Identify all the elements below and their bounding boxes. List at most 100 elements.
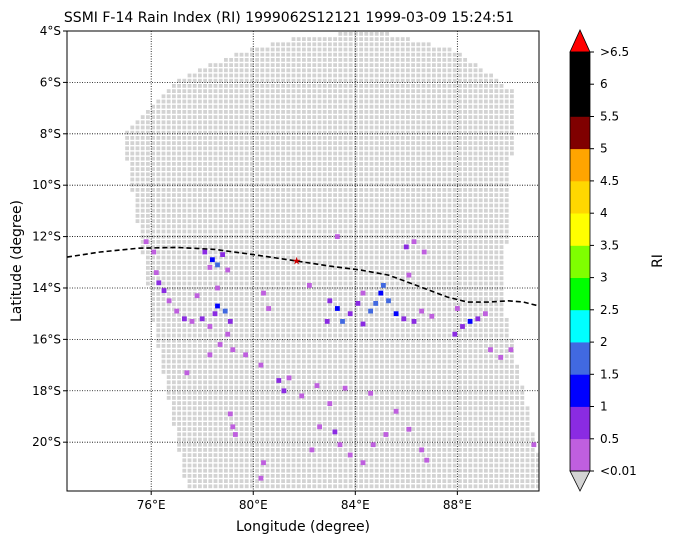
swath-footprint: [520, 385, 525, 390]
swath-footprint: [484, 214, 488, 218]
swath-footprint: [322, 115, 327, 119]
swath-footprint: [218, 385, 223, 390]
swath-footprint: [229, 307, 233, 312]
swath-footprint: [250, 380, 254, 385]
swath-footprint: [244, 73, 249, 78]
swath-footprint: [473, 156, 478, 161]
swath-footprint: [146, 146, 150, 151]
swath-footprint: [359, 47, 363, 52]
swath-footprint: [229, 312, 233, 317]
swath-footprint: [416, 416, 421, 421]
swath-footprint: [234, 229, 239, 234]
swath-footprint: [250, 245, 254, 249]
swath-footprint: [328, 224, 332, 229]
swath-footprint: [468, 89, 473, 93]
swath-footprint: [390, 125, 395, 130]
swath-footprint: [437, 411, 441, 416]
swath-footprint: [338, 136, 343, 140]
swath-footprint: [234, 110, 239, 114]
swath-footprint: [322, 63, 327, 67]
swath-footprint: [489, 411, 493, 416]
swath-footprint: [406, 182, 410, 187]
swath-footprint: [156, 266, 161, 270]
swath-footprint: [380, 120, 384, 125]
swath-footprint: [244, 266, 249, 270]
swath-footprint: [255, 276, 259, 281]
swath-footprint: [348, 136, 353, 140]
swath-footprint: [312, 297, 317, 301]
swath-footprint: [229, 110, 233, 114]
swath-footprint: [369, 260, 374, 265]
swath-footprint: [187, 141, 192, 145]
swath-footprint: [411, 390, 415, 395]
swath-footprint: [244, 390, 249, 395]
swath-footprint: [281, 266, 285, 270]
swath-footprint: [395, 338, 400, 343]
swath-footprint: [192, 276, 197, 281]
swath-footprint: [291, 188, 296, 192]
swath-footprint: [125, 156, 129, 161]
swath-footprint: [385, 68, 389, 73]
swath-footprint: [468, 370, 473, 374]
swath-footprint: [270, 167, 275, 171]
swath-footprint: [291, 390, 296, 395]
swath-footprint: [343, 110, 348, 114]
swath-footprint: [161, 141, 166, 145]
swath-footprint: [317, 172, 322, 177]
swath-footprint: [239, 245, 244, 249]
swath-footprint: [489, 338, 493, 343]
swath-footprint: [406, 177, 410, 182]
swath-footprint: [411, 203, 415, 208]
swath-footprint: [478, 188, 483, 192]
swath-footprint: [312, 172, 317, 177]
swath-footprint: [161, 198, 166, 203]
swath-footprint: [255, 406, 259, 411]
swath-footprint: [478, 286, 483, 291]
swath-footprint: [307, 104, 311, 109]
swath-footprint: [302, 245, 306, 249]
swath-footprint: [400, 312, 405, 317]
swath-footprint: [182, 411, 187, 416]
swath-footprint: [390, 104, 395, 109]
swath-footprint: [244, 312, 249, 317]
swath-footprint: [494, 292, 499, 296]
swath-footprint: [374, 130, 379, 135]
swath-footprint: [286, 208, 291, 213]
swath-footprint: [260, 276, 265, 281]
swath-footprint: [260, 73, 265, 78]
swath-footprint: [343, 396, 348, 400]
swath-footprint: [473, 266, 478, 270]
swath-footprint: [270, 416, 275, 421]
swath-footprint: [416, 260, 421, 265]
swath-footprint: [166, 333, 171, 338]
swath-footprint: [270, 385, 275, 390]
swath-footprint: [177, 141, 181, 145]
swath-footprint: [510, 141, 514, 145]
swath-footprint: [239, 162, 244, 166]
swath-footprint: [406, 68, 410, 73]
swath-footprint: [192, 380, 197, 385]
swath-footprint: [187, 208, 192, 213]
swath-footprint: [146, 177, 150, 182]
swath-footprint: [203, 177, 207, 182]
swath-footprint: [302, 110, 306, 114]
swath-footprint: [317, 260, 322, 265]
swath-footprint: [244, 177, 249, 182]
swath-footprint: [494, 250, 499, 255]
swath-footprint: [390, 364, 395, 369]
swath-footprint: [172, 167, 176, 171]
swath-footprint: [296, 151, 301, 156]
swath-footprint: [411, 370, 415, 374]
swath-footprint: [192, 203, 197, 208]
swath-footprint: [447, 68, 452, 73]
swath-footprint: [286, 292, 291, 296]
swath-footprint: [146, 250, 150, 255]
swath-footprint: [437, 260, 441, 265]
swath-footprint: [426, 146, 431, 151]
swath-footprint: [239, 193, 244, 197]
swath-footprint: [411, 344, 415, 348]
swath-footprint: [364, 42, 369, 47]
swath-footprint: [374, 260, 379, 265]
swath-footprint: [276, 359, 280, 364]
swath-footprint: [416, 385, 421, 390]
